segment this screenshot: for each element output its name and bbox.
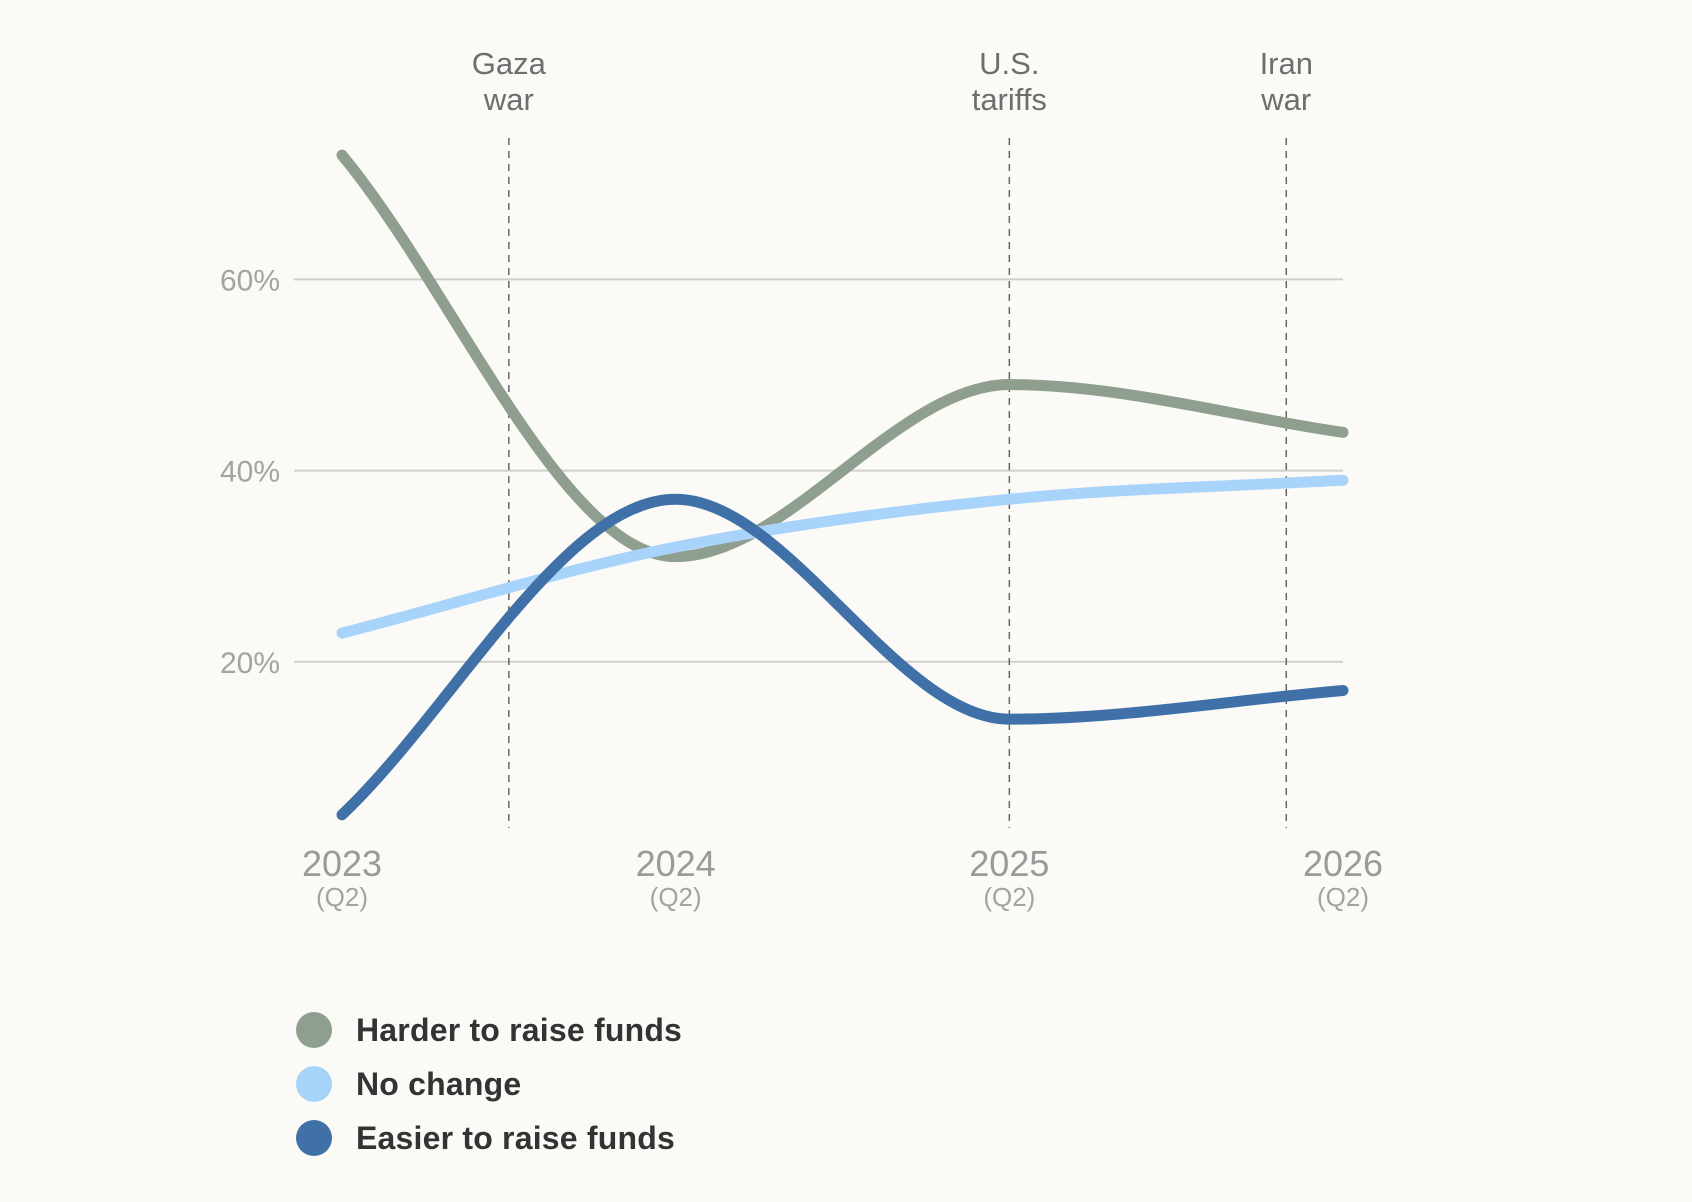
x-tick-year: 2024: [636, 843, 716, 884]
axis-labels: 20%40%60%GazawarU.S.tariffsIranwar2023(Q…: [220, 46, 1383, 912]
legend-swatch-harder: [296, 1012, 332, 1048]
x-tick-quarter: (Q2): [316, 882, 368, 912]
event-label: war: [1260, 82, 1311, 117]
event-label: Iran: [1260, 46, 1313, 81]
legend-label-no-change: No change: [356, 1065, 522, 1102]
event-label: Gaza: [472, 46, 547, 81]
legend-swatch-easier: [296, 1120, 332, 1156]
x-tick-year: 2026: [1303, 843, 1383, 884]
legend-item-harder: Harder to raise funds: [296, 1003, 682, 1057]
x-tick-quarter: (Q2): [1317, 882, 1369, 912]
series-line-nochange: [336, 474, 1349, 639]
x-tick-year: 2023: [302, 843, 382, 884]
y-tick-label: 60%: [220, 264, 280, 297]
event-label: U.S.: [979, 46, 1039, 81]
event-label: war: [483, 82, 534, 117]
legend-label-harder: Harder to raise funds: [356, 1011, 683, 1048]
legend-label-easier: Easier to raise funds: [356, 1119, 675, 1156]
event-label: tariffs: [972, 82, 1047, 117]
series-line-easier: [336, 493, 1349, 821]
legend: Harder to raise funds No change Easier t…: [296, 1003, 682, 1165]
x-tick-year: 2025: [969, 843, 1049, 884]
y-tick-label: 20%: [220, 647, 280, 680]
x-tick-quarter: (Q2): [650, 882, 702, 912]
series-line-harder: [336, 149, 1349, 563]
y-tick-label: 40%: [220, 456, 280, 489]
x-tick-quarter: (Q2): [983, 882, 1035, 912]
series-lines: [336, 149, 1349, 821]
legend-item-no-change: No change: [296, 1057, 682, 1111]
legend-swatch-no-change: [296, 1066, 332, 1102]
legend-item-easier: Easier to raise funds: [296, 1111, 682, 1165]
